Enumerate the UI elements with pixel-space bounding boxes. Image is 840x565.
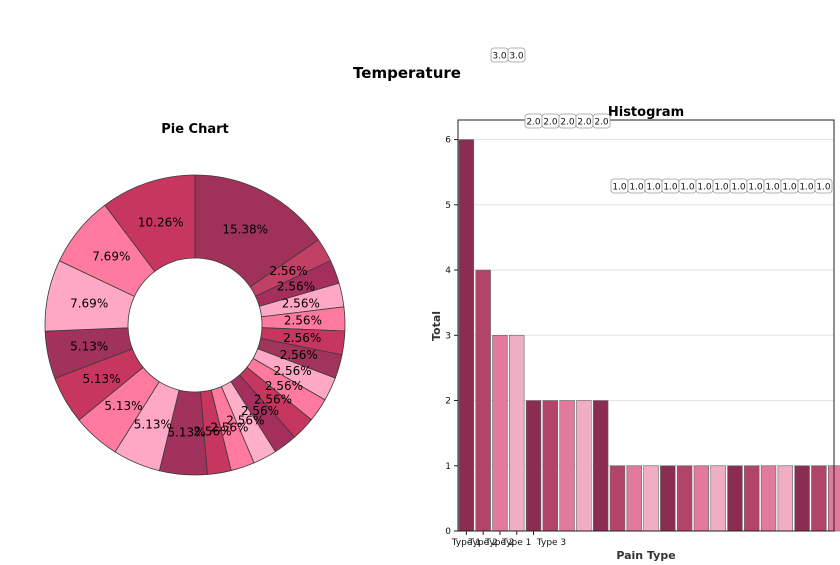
histogram-bar <box>559 400 575 532</box>
histogram-bar <box>542 400 559 532</box>
histogram-bar <box>576 400 592 532</box>
y-tick-label: 4 <box>445 266 451 276</box>
pie-slice-label: 2.56% <box>193 425 231 439</box>
pie-slice-label: 15.38% <box>222 222 268 236</box>
value-badge-label: 1.0 <box>646 183 661 193</box>
pie-slice-label: 2.56% <box>280 348 318 362</box>
pie-slice-label: 2.56% <box>226 414 264 428</box>
pie-slice-label: 2.56% <box>241 404 279 418</box>
histogram-y-ticks: 0 1 2 3 4 5 6 <box>445 136 458 537</box>
histogram-bar <box>592 400 609 532</box>
y-tick-label: 2 <box>445 397 451 407</box>
pie-slice-label: 2.56% <box>283 331 321 345</box>
pie-slice-label: 2.56% <box>282 296 320 310</box>
value-badge <box>507 47 526 63</box>
histogram-bar <box>760 465 777 532</box>
pie-slice-label: 5.13% <box>134 417 172 431</box>
y-tick-label: 6 <box>445 136 451 146</box>
histogram-bar <box>693 465 710 532</box>
histogram-bar <box>744 465 760 532</box>
value-badge-label: 2.0 <box>526 118 541 128</box>
pie-slice <box>194 174 320 288</box>
histogram-bar <box>811 465 827 532</box>
pie-slice-label: 2.56% <box>210 420 248 434</box>
y-tick-label: 3 <box>445 331 451 341</box>
pie-slice-label: 7.69% <box>92 250 130 264</box>
value-badge-label: 1.0 <box>782 183 797 193</box>
x-tick-label: Type 1 <box>451 538 481 548</box>
x-tick-label: Type 2 <box>484 538 514 548</box>
x-tick-label: Type 2 <box>468 538 498 548</box>
pie-slice-label: 2.56% <box>277 280 315 294</box>
histogram-bar <box>710 465 726 532</box>
pie-slices <box>44 174 346 476</box>
value-badge-label: 2.0 <box>560 118 575 128</box>
y-tick-label: 0 <box>445 527 451 537</box>
histogram-bar <box>643 465 659 532</box>
pie-slice-label: 5.13% <box>82 372 120 386</box>
histogram-bars <box>458 139 840 532</box>
histogram-value-badges: 3.0 3.02.0 2.0 2.0 2.0 2.01.0 1.0 1.0 1.0 1.0 1.0 1… <box>490 47 833 194</box>
pie-slice-label: 7.69% <box>70 296 108 310</box>
value-badge-label: 1.0 <box>765 183 780 193</box>
pie-chart-title: Pie Chart <box>161 122 229 137</box>
histogram-bar <box>525 400 542 532</box>
y-tick-label: 5 <box>445 201 451 211</box>
figure-title: Temperature <box>353 64 461 82</box>
pie-chart: Pie Chart 15.38%2.56%2.56%2.56%2.56%2.56… <box>44 122 346 476</box>
histogram-bar <box>475 269 491 532</box>
pie-slice-label: 5.13% <box>167 426 205 440</box>
histogram-bar <box>660 465 676 532</box>
y-tick-label: 1 <box>445 462 451 472</box>
value-badge-label: 1.0 <box>697 183 712 193</box>
value-badge-label: 1.0 <box>714 183 729 193</box>
value-badge-label: 2.0 <box>543 118 558 128</box>
pie-slice-label: 2.56% <box>274 364 312 378</box>
value-badge-label: 1.0 <box>816 183 831 193</box>
value-badge <box>814 178 833 194</box>
histogram-bar <box>609 465 626 532</box>
histogram-x-axis-label: Pain Type <box>616 549 675 562</box>
histogram-bar <box>676 465 693 532</box>
value-badge-label: 1.0 <box>629 183 644 193</box>
pie-slice-label: 2.56% <box>269 264 307 278</box>
pie-slice-label: 2.56% <box>254 393 292 407</box>
x-tick-label: Type 1 <box>501 538 531 548</box>
pie-labels: 15.38%2.56%2.56%2.56%2.56%2.56%2.56%2.56… <box>70 216 322 440</box>
value-badge-label: 3.0 <box>509 52 524 62</box>
value-badge-label: 2.0 <box>577 118 592 128</box>
x-tick-label: Type 3 <box>536 538 566 548</box>
histogram-y-axis-label: Total <box>430 311 443 341</box>
value-badge-label: 3.0 <box>492 52 507 62</box>
value-badge-label: 1.0 <box>663 183 678 193</box>
histogram-bar <box>777 465 794 532</box>
histogram-bar <box>794 465 810 532</box>
histogram-title: Histogram <box>608 105 684 120</box>
pie-slice-label: 2.56% <box>265 379 303 393</box>
value-badge-label: 1.0 <box>680 183 695 193</box>
histogram-bar <box>509 334 525 532</box>
pie-slice-label: 5.13% <box>104 399 142 413</box>
value-badge-label: 1.0 <box>799 183 814 193</box>
value-badge-label: 1.0 <box>748 183 763 193</box>
pie-slice <box>104 174 196 273</box>
histogram-bar <box>458 139 475 532</box>
value-badge-label: 1.0 <box>612 183 627 193</box>
histogram-plot-frame <box>457 119 835 532</box>
histogram-bar <box>492 334 508 532</box>
histogram-bar <box>727 465 743 532</box>
pie-slice-label: 10.26% <box>138 216 184 230</box>
value-badge <box>592 113 611 129</box>
pie-slice-label: 2.56% <box>284 314 322 328</box>
histogram-bar <box>626 465 642 532</box>
value-badge-label: 1.0 <box>731 183 746 193</box>
value-badge-label: 2.0 <box>594 118 609 128</box>
pie-slice-label: 5.13% <box>70 340 108 354</box>
